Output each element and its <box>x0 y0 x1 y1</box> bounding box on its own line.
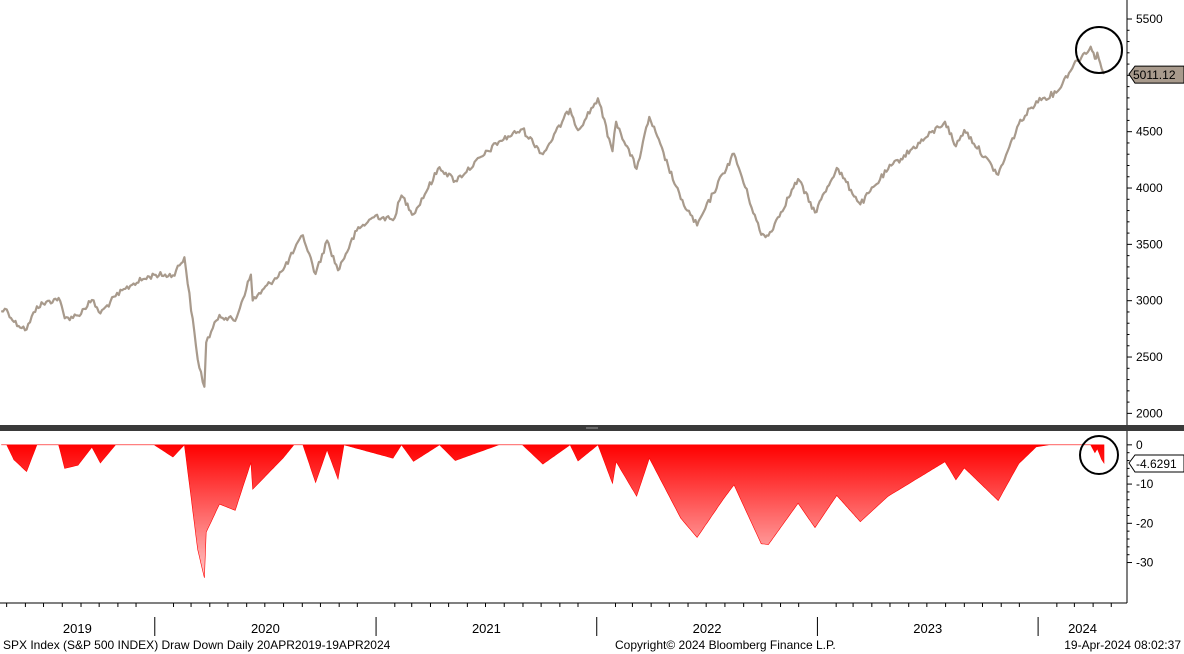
year-ticks <box>6 603 1112 636</box>
price-marks <box>1 45 1106 388</box>
year-label: 2023 <box>913 621 942 636</box>
drawdown-last-value: -4.6291 <box>1136 457 1177 471</box>
year-labels: 2019 2020 2021 2022 2023 2024 <box>63 621 1097 636</box>
price-y-tick-label: 4000 <box>1136 181 1163 195</box>
time-axis: 2019 2020 2021 2022 2023 2024 <box>0 602 1127 636</box>
price-highlight-circle <box>1075 26 1123 74</box>
drawdown-y-tick-label: -10 <box>1136 477 1154 491</box>
price-y-tick-label: 3500 <box>1136 237 1163 251</box>
price-last-value-badge: 5011.12 <box>1128 65 1184 84</box>
year-label: 2020 <box>251 621 280 636</box>
price-y-tick-label: 2000 <box>1136 406 1163 420</box>
price-y-tick-label: 3000 <box>1136 294 1163 308</box>
drawdown-panel: 0 -10 -20 -30 -4.6291 <box>1 431 1184 603</box>
drawdown-y-ticks: 0 -10 -20 -30 <box>1127 438 1154 570</box>
price-y-tick-label: 2500 <box>1136 350 1163 364</box>
footer: SPX Index (S&P 500 INDEX) Draw Down Dail… <box>3 638 1181 652</box>
drawdown-area <box>1 444 1105 578</box>
price-y-tick-label: 5500 <box>1136 12 1163 26</box>
drawdown-y-tick-label: 0 <box>1136 438 1143 452</box>
footer-series-description: SPX Index (S&P 500 INDEX) Draw Down Dail… <box>3 638 391 652</box>
price-y-tick-label: 4500 <box>1136 125 1163 139</box>
year-label: 2024 <box>1068 621 1097 636</box>
year-label: 2022 <box>693 621 722 636</box>
price-series-line <box>1 45 1106 388</box>
drawdown-last-value-badge: -4.6291 <box>1128 454 1184 473</box>
price-last-value: 5011.12 <box>1133 68 1176 82</box>
footer-copyright: Copyright© 2024 Bloomberg Finance L.P. <box>615 638 836 652</box>
drawdown-y-tick-label: -20 <box>1136 516 1154 530</box>
drawdown-y-tick-label: -30 <box>1136 556 1154 570</box>
year-label: 2019 <box>63 621 92 636</box>
price-panel: 20002500300035004000450050005500 5011.12 <box>1 0 1184 425</box>
drawdown-highlight-circle <box>1079 435 1119 475</box>
year-label: 2021 <box>472 621 501 636</box>
footer-timestamp: 19-Apr-2024 08:02:37 <box>1064 638 1181 652</box>
